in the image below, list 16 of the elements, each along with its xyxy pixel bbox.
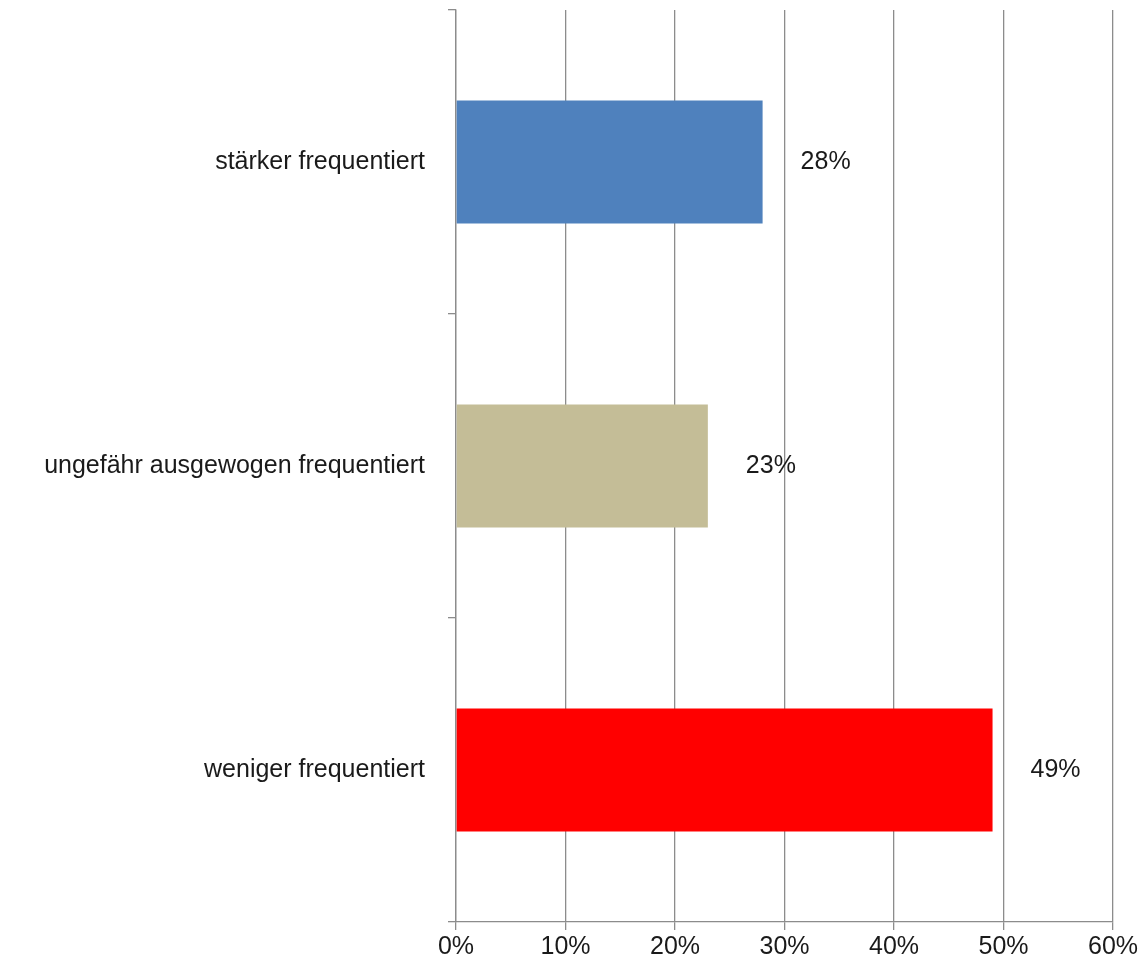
data-label: 28% [800, 145, 851, 174]
x-tick-label: 40% [868, 930, 920, 959]
bar [456, 404, 708, 528]
x-tick-label: 10% [540, 930, 591, 959]
x-tick-label: 20% [649, 930, 701, 959]
y-tick-label: weniger frequentiert [203, 753, 426, 782]
data-label: 23% [745, 449, 796, 478]
data-label: 49% [1030, 753, 1081, 782]
x-tick-label: 50% [978, 930, 1029, 959]
x-tick-label: 30% [759, 930, 810, 959]
bar [456, 708, 993, 832]
y-tick-label: stärker frequentiert [215, 145, 426, 174]
x-tick-label: 0% [437, 930, 475, 959]
bar [456, 100, 763, 224]
y-tick-label: ungefähr ausgewogen frequentiert [44, 449, 426, 478]
x-tick-label: 60% [1087, 930, 1139, 959]
